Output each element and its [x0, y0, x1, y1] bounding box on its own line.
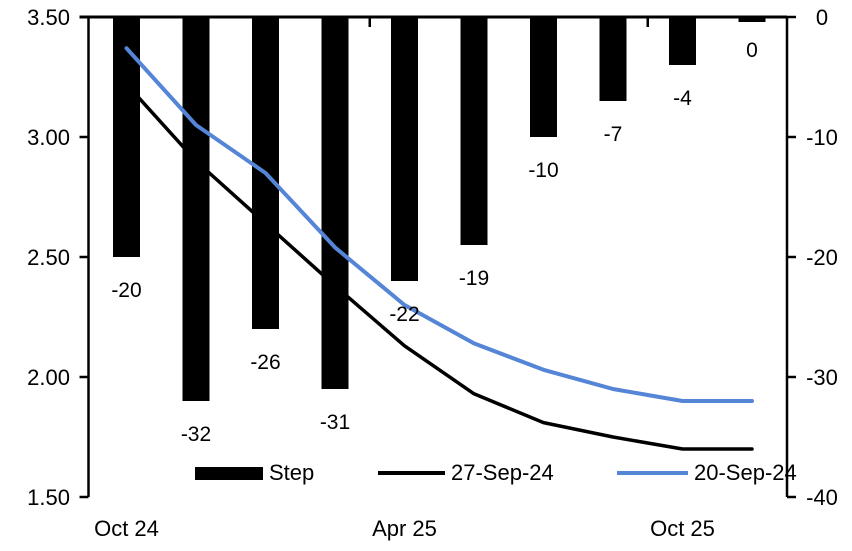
right-axis-tick-label: -20 — [806, 245, 838, 270]
step-bar-label: -20 — [111, 279, 141, 302]
right-axis-tick-label: -10 — [806, 125, 838, 150]
right-axis-tick-label: 0 — [816, 5, 828, 30]
step-bar — [113, 17, 140, 257]
right-axis-tick-label: -40 — [806, 485, 838, 510]
left-axis-tick-label: 1.50 — [27, 485, 70, 510]
line-20-sep-24 — [124, 46, 754, 403]
step-bar — [460, 17, 488, 245]
step-bar — [669, 17, 696, 65]
step-bar-label: -22 — [389, 303, 419, 326]
step-bar — [321, 17, 349, 389]
step-bar — [599, 17, 627, 101]
left-axis-tick-label: 2.00 — [27, 365, 70, 390]
step-bar — [738, 17, 766, 22]
step-bar-label: -32 — [181, 423, 211, 446]
step-bar-label: -10 — [528, 159, 558, 182]
step-bar — [182, 17, 210, 401]
left-axis-tick-label: 3.00 — [27, 125, 70, 150]
step-bar-label: -31 — [320, 411, 350, 434]
step-bar-label: -19 — [459, 267, 489, 290]
x-axis-label: Oct 25 — [650, 516, 715, 541]
left-axis-tick-label: 2.50 — [27, 245, 70, 270]
x-axis-label: Oct 24 — [94, 516, 159, 541]
line-27-sep-24 — [124, 82, 754, 451]
step-bar-label: -26 — [250, 351, 280, 374]
step-bar-label: -7 — [604, 123, 623, 146]
step-bar — [530, 17, 557, 137]
right-axis-tick-label: -30 — [806, 365, 838, 390]
x-axis-label: Apr 25 — [372, 516, 437, 541]
step-bar-label: -4 — [673, 87, 692, 110]
step-bar — [391, 17, 418, 281]
step-bar-label: 0 — [746, 39, 758, 62]
left-axis-tick-label: 3.50 — [27, 5, 70, 30]
